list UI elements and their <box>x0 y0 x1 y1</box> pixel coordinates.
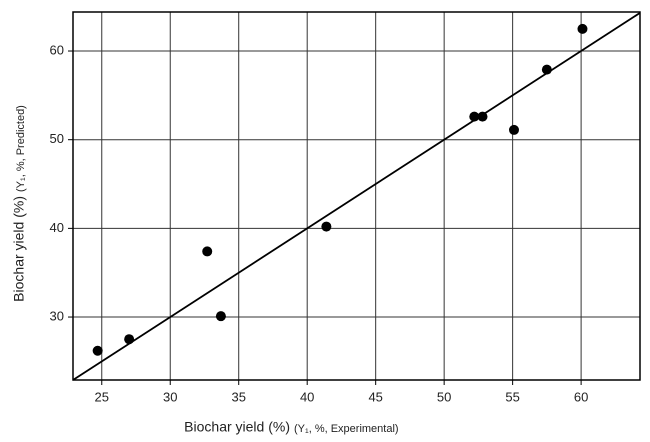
y-axis-label: Biochar yield (%) <box>11 196 27 302</box>
x-tick-label: 50 <box>437 389 451 404</box>
data-point <box>541 64 552 75</box>
data-point <box>202 246 213 257</box>
data-point <box>124 334 135 345</box>
x-tick-label: 30 <box>163 389 177 404</box>
y-axis-note: (Y₁, %, Predicted) <box>15 105 27 192</box>
y-tick-label: 60 <box>50 42 64 57</box>
data-point <box>477 111 488 122</box>
x-tick-label: 45 <box>368 389 382 404</box>
x-tick-label: 55 <box>505 389 519 404</box>
data-point <box>92 345 103 356</box>
data-point <box>215 311 226 322</box>
x-tick-label: 60 <box>574 389 588 404</box>
y-tick-label: 50 <box>50 131 64 146</box>
x-tick-label: 25 <box>95 389 109 404</box>
x-axis-note: (Y₁, %, Experimental) <box>294 423 399 435</box>
x-tick-label: 40 <box>300 389 314 404</box>
reference-line <box>72 12 641 381</box>
x-axis-label: Biochar yield (%) <box>184 419 290 435</box>
data-point <box>577 23 588 34</box>
plot-frame <box>72 11 641 381</box>
y-tick-label: 30 <box>50 308 64 323</box>
x-tick-label: 35 <box>231 389 245 404</box>
data-point <box>509 124 519 135</box>
data-point <box>469 111 480 122</box>
data-point <box>321 221 332 232</box>
y-tick-label: 40 <box>50 220 64 235</box>
